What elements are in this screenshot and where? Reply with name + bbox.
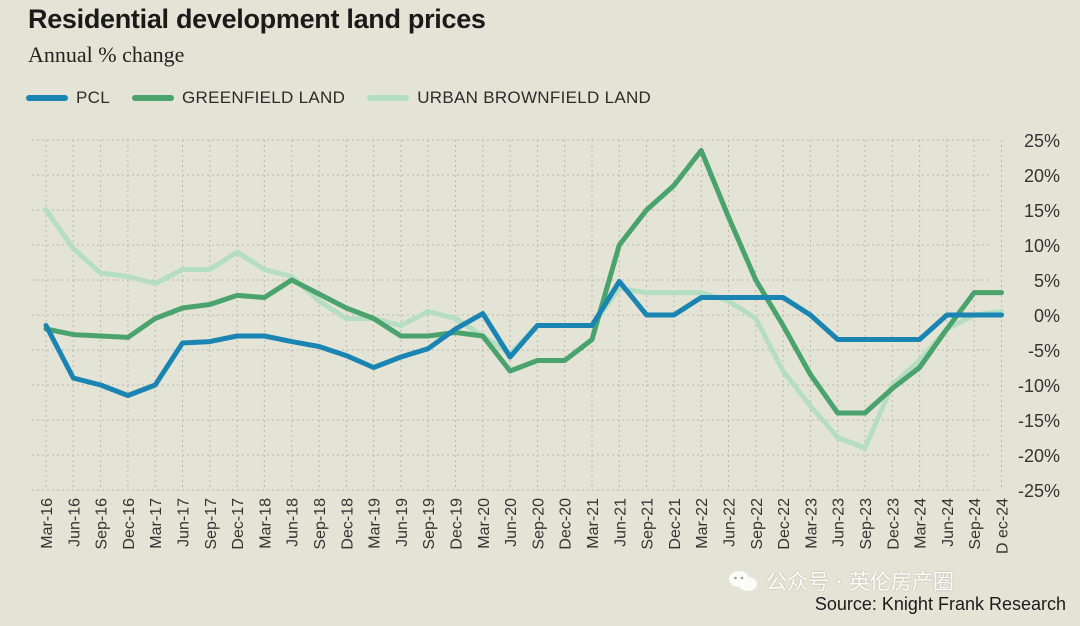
x-tick-label: Dec-23 bbox=[885, 498, 902, 550]
series-line-pcl bbox=[43, 278, 1004, 398]
x-tick-label: Sep-22 bbox=[749, 498, 766, 550]
y-tick-label: 25% bbox=[1024, 131, 1060, 151]
x-tick-label: Mar-19 bbox=[367, 498, 384, 549]
x-tick-label: Dec-19 bbox=[449, 498, 466, 550]
x-tick-label: Sep-24 bbox=[967, 498, 984, 550]
legend-swatch-greenfield bbox=[131, 95, 174, 101]
x-tick-label: Sep-17 bbox=[203, 498, 220, 550]
x-tick-label: Sep-23 bbox=[858, 498, 875, 550]
legend-label-greenfield: GREENFIELD LAND bbox=[181, 88, 346, 107]
x-tick-label: Sep-16 bbox=[94, 498, 111, 550]
x-tick-label: Mar-17 bbox=[148, 498, 165, 549]
x-tick-label: Jun-16 bbox=[66, 498, 83, 547]
x-tick-label: Dec-17 bbox=[230, 498, 247, 550]
legend-item-brownfield: URBAN BROWNFIELD LAND bbox=[367, 88, 651, 108]
x-tick-label: Jun-23 bbox=[831, 498, 848, 547]
x-tick-label: Mar-20 bbox=[476, 498, 493, 549]
x-tick-label: Mar-21 bbox=[585, 498, 602, 549]
x-tick-label: Jun-17 bbox=[176, 498, 193, 547]
x-tick-label: Jun-18 bbox=[285, 498, 302, 547]
x-tick-label: Mar-18 bbox=[257, 498, 274, 549]
x-tick-label: Jun-19 bbox=[394, 498, 411, 547]
y-tick-label: -15% bbox=[1018, 411, 1060, 431]
watermark-text: 公众号 · 英伦房产圈 bbox=[766, 570, 955, 594]
source-note: Source: Knight Frank Research bbox=[814, 594, 1066, 614]
series-line-greenfield bbox=[43, 148, 1004, 416]
legend-item-pcl: PCL bbox=[26, 88, 110, 108]
legend-swatch-pcl bbox=[26, 95, 68, 101]
x-tick-label: Sep-20 bbox=[530, 498, 547, 550]
x-tick-label: Dec-22 bbox=[776, 498, 793, 550]
y-tick-label: -5% bbox=[1028, 341, 1060, 361]
legend-label-pcl: PCL bbox=[76, 88, 110, 107]
x-tick-label: Mar-22 bbox=[694, 498, 711, 549]
x-tick-label: Jun-21 bbox=[612, 498, 629, 547]
legend-swatch-brownfield bbox=[367, 95, 410, 101]
x-tick-label: Mar-23 bbox=[803, 498, 820, 549]
y-tick-label: 0% bbox=[1034, 306, 1060, 326]
y-tick-label: 5% bbox=[1034, 271, 1060, 291]
chart-subtitle: Annual % change bbox=[28, 42, 185, 67]
x-tick-label: Sep-21 bbox=[640, 498, 657, 550]
x-tick-label: Jun-22 bbox=[722, 498, 739, 547]
x-tick-label: Sep-19 bbox=[421, 498, 438, 550]
y-tick-label: 10% bbox=[1024, 236, 1060, 256]
wechat-icon bbox=[729, 571, 757, 591]
y-tick-label: 15% bbox=[1024, 201, 1060, 221]
x-tick-label: Dec-16 bbox=[121, 498, 138, 550]
x-tick-label: Jun-20 bbox=[503, 498, 520, 547]
y-tick-label: 20% bbox=[1024, 166, 1060, 186]
x-tick-label: Dec-21 bbox=[667, 498, 684, 550]
x-tick-label: Dec-20 bbox=[558, 498, 575, 550]
legend-item-greenfield: GREENFIELD LAND bbox=[131, 88, 346, 108]
x-tick-label: Jun-24 bbox=[940, 498, 957, 547]
watermark: 公众号 · 英伦房产圈 bbox=[728, 566, 954, 596]
legend-label-brownfield: URBAN BROWNFIELD LAND bbox=[417, 88, 652, 107]
x-tick-label: Mar-16 bbox=[39, 498, 56, 549]
chart-title: Residential development land prices bbox=[28, 4, 486, 34]
y-tick-label: -10% bbox=[1018, 376, 1060, 396]
x-tick-label: Dec-18 bbox=[339, 498, 356, 550]
y-tick-label: -25% bbox=[1018, 481, 1060, 501]
y-tick-label: -20% bbox=[1018, 446, 1060, 466]
x-tick-label: Sep-18 bbox=[312, 498, 329, 550]
x-tick-label: Mar-24 bbox=[913, 498, 930, 549]
chart-legend: PCL GREENFIELD LAND URBAN BROWNFIELD LAN… bbox=[26, 88, 673, 108]
x-tick-label: D ec-24 bbox=[995, 498, 1012, 554]
